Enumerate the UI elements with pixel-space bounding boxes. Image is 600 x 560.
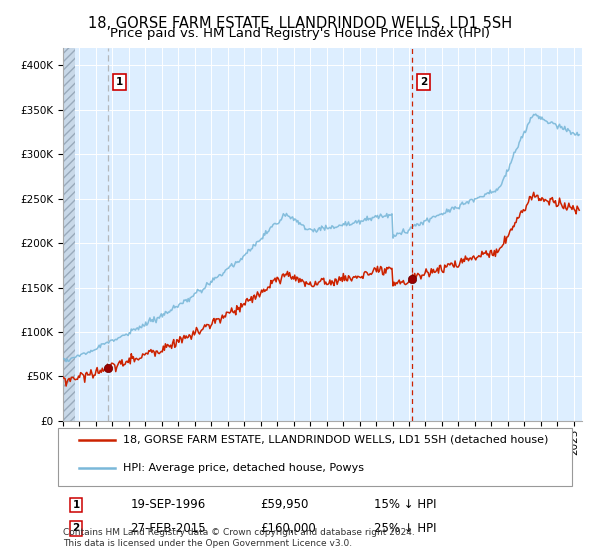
Text: HPI: Average price, detached house, Powys: HPI: Average price, detached house, Powy… — [122, 463, 364, 473]
Text: 2: 2 — [420, 77, 427, 87]
FancyBboxPatch shape — [58, 428, 572, 486]
Text: Price paid vs. HM Land Registry's House Price Index (HPI): Price paid vs. HM Land Registry's House … — [110, 27, 490, 40]
Text: 1: 1 — [116, 77, 124, 87]
Bar — [63, 48, 75, 421]
Text: 2: 2 — [73, 523, 80, 533]
Text: £160,000: £160,000 — [260, 522, 316, 535]
Text: 25% ↓ HPI: 25% ↓ HPI — [374, 522, 437, 535]
Text: Contains HM Land Registry data © Crown copyright and database right 2024.
This d: Contains HM Land Registry data © Crown c… — [63, 528, 415, 548]
Text: 15% ↓ HPI: 15% ↓ HPI — [374, 498, 437, 511]
Text: 18, GORSE FARM ESTATE, LLANDRINDOD WELLS, LD1 5SH: 18, GORSE FARM ESTATE, LLANDRINDOD WELLS… — [88, 16, 512, 31]
Text: 1: 1 — [73, 500, 80, 510]
Text: 19-SEP-1996: 19-SEP-1996 — [130, 498, 206, 511]
Text: 18, GORSE FARM ESTATE, LLANDRINDOD WELLS, LD1 5SH (detached house): 18, GORSE FARM ESTATE, LLANDRINDOD WELLS… — [122, 435, 548, 445]
Text: 27-FEB-2015: 27-FEB-2015 — [130, 522, 206, 535]
Text: £59,950: £59,950 — [260, 498, 308, 511]
